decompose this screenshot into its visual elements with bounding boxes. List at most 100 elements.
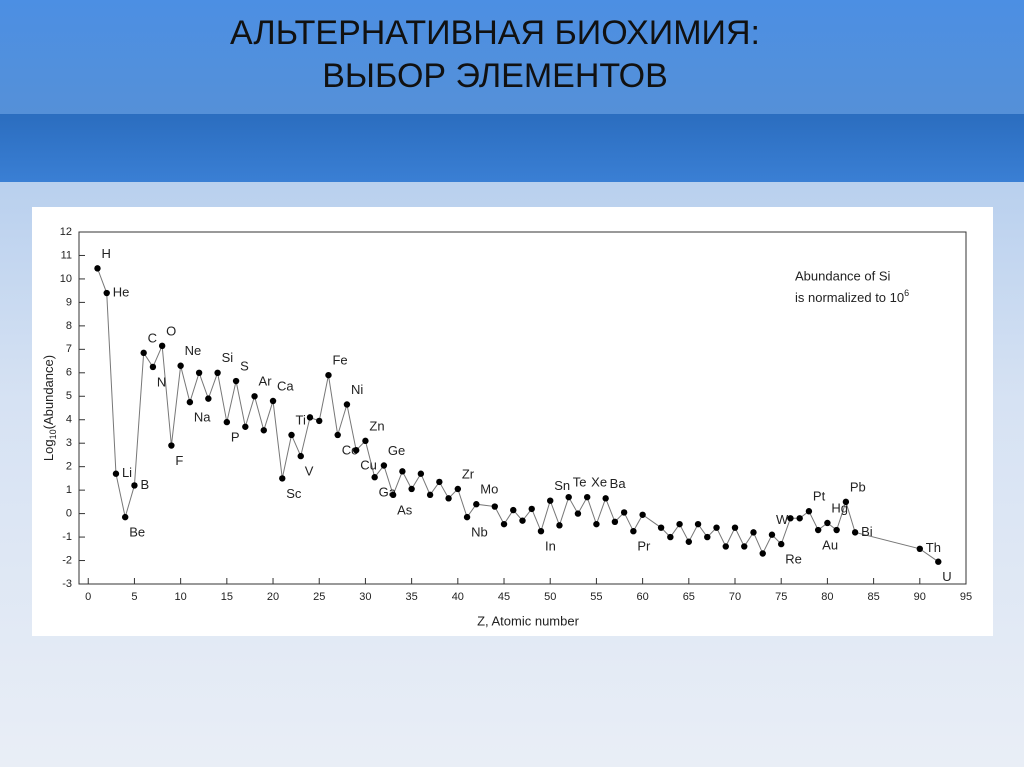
data-point: [445, 495, 452, 502]
data-point: [131, 482, 138, 489]
data-point: [630, 528, 637, 535]
x-tick-label: 60: [636, 591, 648, 603]
element-label: W: [776, 512, 789, 527]
data-point: [935, 558, 942, 565]
data-point: [741, 543, 748, 550]
data-point: [602, 495, 609, 502]
data-point: [334, 431, 341, 439]
y-tick-label: 1: [66, 484, 72, 496]
data-point: [380, 462, 388, 469]
data-point: [94, 265, 101, 272]
y-label-sub: 10: [48, 429, 58, 439]
data-point: [140, 349, 147, 357]
x-tick-label: 25: [313, 591, 325, 603]
data-point: [657, 524, 665, 531]
y-tick-label: 8: [66, 320, 72, 332]
element-label: B: [140, 477, 149, 492]
data-point: [223, 418, 231, 426]
element-label: He: [113, 284, 130, 299]
data-point: [316, 417, 323, 425]
data-point: [491, 503, 498, 510]
x-tick-label: 85: [867, 591, 879, 603]
x-tick-label: 10: [175, 591, 187, 603]
element-label: P: [231, 430, 240, 445]
y-tick-label: 9: [66, 296, 72, 308]
x-tick-label: 0: [85, 591, 91, 603]
element-label: Be: [129, 525, 145, 540]
data-point: [454, 485, 462, 493]
element-label: Ar: [259, 374, 273, 389]
element-label: Nb: [471, 525, 488, 540]
x-tick-label: 45: [498, 591, 510, 603]
data-point: [436, 478, 443, 486]
data-point: [251, 393, 258, 400]
data-point: [583, 493, 591, 501]
data-point: [158, 342, 166, 350]
data-point: [704, 533, 711, 541]
data-point: [426, 491, 434, 499]
data-point: [547, 497, 554, 504]
element-label: Cu: [360, 458, 377, 473]
data-point: [685, 538, 693, 545]
data-point: [417, 470, 425, 477]
data-point: [352, 447, 360, 454]
data-point: [796, 515, 803, 522]
y-tick-label: -1: [62, 531, 72, 543]
data-point: [713, 524, 720, 531]
element-label: Fe: [332, 353, 347, 368]
data-point: [510, 506, 517, 514]
element-label: Sn: [554, 478, 570, 493]
data-point: [519, 517, 526, 524]
y-tick-label: 11: [61, 249, 72, 261]
x-tick-label: 65: [683, 591, 695, 603]
data-point: [833, 526, 840, 534]
y-tick-label: -2: [62, 554, 72, 566]
element-label: Zr: [462, 466, 475, 481]
element-label: S: [240, 358, 249, 373]
data-point: [408, 485, 415, 493]
data-point: [168, 442, 175, 449]
chart-panel: [32, 207, 993, 636]
data-point: [242, 423, 249, 430]
x-tick-label: 20: [267, 591, 279, 603]
data-point: [399, 468, 406, 475]
data-point: [463, 513, 471, 521]
data-point: [279, 475, 286, 482]
data-point: [528, 505, 535, 513]
data-point: [750, 529, 757, 536]
element-label: Xe: [591, 475, 607, 490]
element-label: C: [148, 330, 157, 345]
data-point: [186, 398, 194, 406]
data-point: [260, 427, 267, 434]
element-label: Te: [573, 475, 587, 490]
x-axis-label: Z, Atomic number: [477, 613, 580, 628]
data-point: [842, 498, 850, 506]
data-point: [639, 511, 646, 518]
data-point: [306, 414, 314, 421]
x-tick-label: 75: [775, 591, 787, 603]
element-label: F: [175, 453, 183, 468]
y-tick-label: 4: [66, 414, 72, 426]
annotation-sup: 6: [904, 288, 909, 298]
data-point: [814, 526, 822, 534]
data-point: [288, 431, 295, 439]
x-tick-label: 40: [452, 591, 464, 603]
y-tick-label: 10: [60, 273, 72, 285]
element-label: Mo: [480, 482, 498, 497]
slide-title: АЛЬТЕРНАТИВНАЯ БИОХИМИЯ:: [229, 14, 760, 52]
x-tick-label: 90: [914, 591, 926, 603]
y-tick-label: 0: [66, 508, 72, 520]
element-label: Zn: [369, 418, 384, 433]
data-point: [565, 493, 572, 501]
element-label: As: [397, 502, 413, 517]
data-point: [778, 540, 785, 548]
element-label: Si: [222, 350, 234, 365]
data-point: [574, 510, 582, 517]
element-label: Co: [342, 442, 359, 457]
element-label: Ge: [388, 443, 405, 458]
data-point: [389, 491, 397, 499]
element-label: Ne: [185, 343, 202, 358]
data-point: [805, 508, 813, 515]
element-label: N: [157, 374, 166, 389]
